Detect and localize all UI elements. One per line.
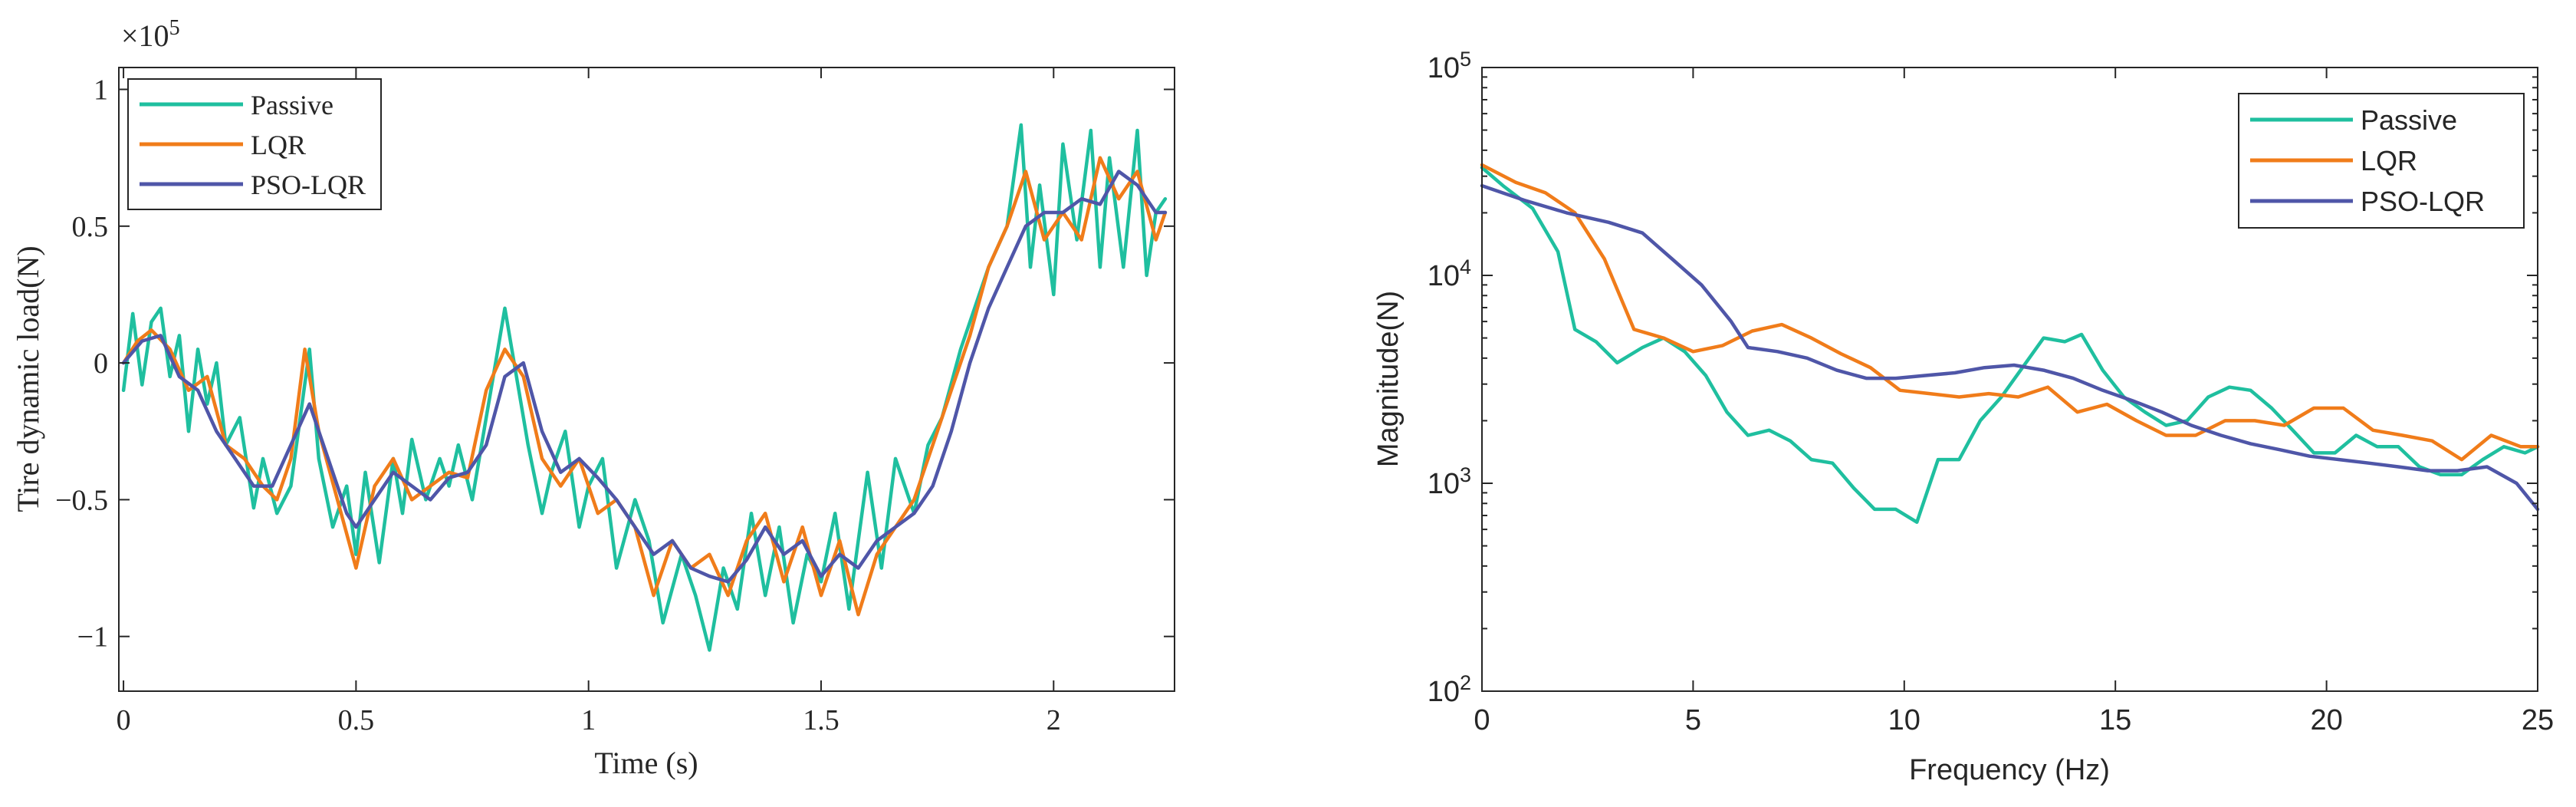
x-tick-label: 25 xyxy=(2522,704,2554,736)
plot-frame xyxy=(118,67,1175,692)
x-axis-label: Frequency (Hz) xyxy=(1909,754,2110,786)
y-exponent-label: ×105 xyxy=(121,16,180,54)
legend-label-pso-lqr: PSO-LQR xyxy=(251,170,366,200)
x-tick-label: 1 xyxy=(581,704,596,736)
x-tick-label: 15 xyxy=(2099,704,2131,736)
y-tick-label: 0.5 xyxy=(72,211,109,243)
y-exponent-power: 5 xyxy=(169,16,180,40)
y-exponent-base: ×10 xyxy=(121,18,169,53)
series-layer xyxy=(1480,163,2540,524)
x-tick-label: 5 xyxy=(1685,704,1701,736)
legend-label-lqr: LQR xyxy=(251,130,306,160)
y-tick-label: 0 xyxy=(94,348,108,380)
legend-label-lqr: LQR xyxy=(2361,145,2417,176)
x-tick-label: 2 xyxy=(1046,704,1061,736)
legend-label-passive: Passive xyxy=(251,90,334,120)
x-tick-label: 0 xyxy=(117,704,131,736)
y-tick-label: 105 xyxy=(1428,48,1471,84)
y-tick-label: 1 xyxy=(94,74,108,107)
series-layer xyxy=(121,123,1168,652)
x-tick-label: 0 xyxy=(1474,704,1490,736)
x-tick-label: 10 xyxy=(1888,704,1921,736)
frequency-domain-chart: 0 5 10 15 20 25 102 103 104 105 Frequency (Hz) M… xyxy=(1372,48,2554,786)
legend-label-passive: Passive xyxy=(2361,104,2457,136)
y-axis-label: Tire dynamic load(N) xyxy=(11,245,45,512)
legend: Passive LQR PSO-LQR xyxy=(2238,93,2525,229)
time-domain-chart: 0 0.5 1 1.5 2 −1 −0.5 0 0.5 1 ×105 Time (s) Tire… xyxy=(11,16,1175,780)
y-tick-label: 104 xyxy=(1428,255,1471,292)
series-line-lqr xyxy=(121,156,1168,617)
y-tick-label: 102 xyxy=(1428,671,1471,708)
y-axis-label: Magnitude(N) xyxy=(1372,291,1405,467)
series-line-lqr xyxy=(1480,163,2540,462)
x-tick-label: 0.5 xyxy=(338,704,375,736)
x-axis-ticks: 0 0.5 1 1.5 2 xyxy=(117,68,1061,736)
series-line-pso-lqr xyxy=(1480,183,2540,512)
series-line-pso-lqr xyxy=(121,170,1168,584)
y-tick-label: −0.5 xyxy=(55,484,108,516)
legend: Passive LQR PSO-LQR xyxy=(127,78,382,210)
y-axis-ticks: −1 −0.5 0 0.5 1 xyxy=(55,74,1175,654)
x-tick-label: 20 xyxy=(2310,704,2342,736)
plot-frame xyxy=(1481,67,2538,692)
y-tick-label: 103 xyxy=(1428,463,1471,500)
legend-label-pso-lqr: PSO-LQR xyxy=(2361,186,2485,217)
y-axis-ticks: 102 103 104 105 xyxy=(1428,48,2538,708)
x-tick-label: 1.5 xyxy=(803,704,840,736)
y-tick-label: −1 xyxy=(77,621,108,654)
x-axis-label: Time (s) xyxy=(594,746,698,780)
